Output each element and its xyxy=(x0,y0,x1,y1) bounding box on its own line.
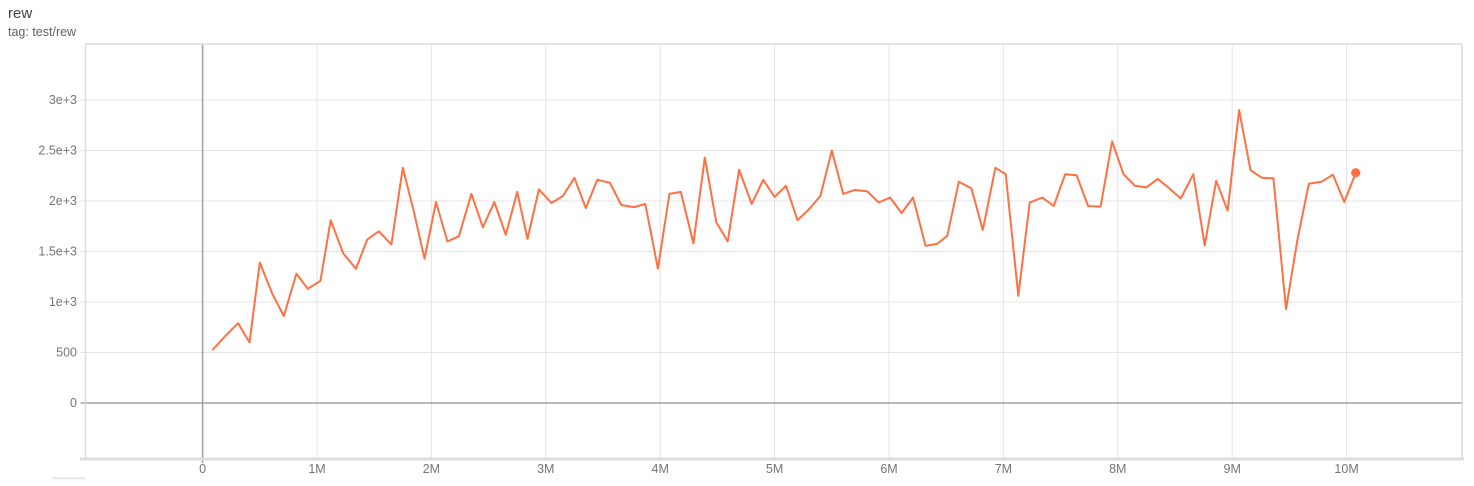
x-tick-label-5M: 5M xyxy=(766,462,783,476)
y-tick-label-1e+3: 1e+3 xyxy=(49,295,77,309)
x-tick-labels: 0 1M 2M 3M 4M 5M 6M 7M 8M 9M 10M xyxy=(199,462,1359,476)
x-tick-label-0: 0 xyxy=(199,462,206,476)
x-tick-label-2M: 2M xyxy=(423,462,440,476)
x-tick-label-9M: 9M xyxy=(1224,462,1241,476)
y-tick-label-0: 0 xyxy=(70,396,77,410)
x-tick-label-3M: 3M xyxy=(537,462,554,476)
x-tick-label-10M: 10M xyxy=(1334,462,1358,476)
chart-tag-subtitle: tag: test/rew xyxy=(8,25,77,39)
frame-bottom-axis-bar xyxy=(80,457,1464,461)
x-tick-label-1M: 1M xyxy=(308,462,325,476)
series-end-dot xyxy=(1351,168,1361,178)
x-tick-label-8M: 8M xyxy=(1109,462,1126,476)
y-tick-label-2e+3: 2e+3 xyxy=(49,194,77,208)
x-tick-label-4M: 4M xyxy=(652,462,669,476)
y-tick-label-2.5e+3: 2.5e+3 xyxy=(38,144,77,158)
chart-header: rew tag: test/rew xyxy=(8,4,76,40)
x-tick-label-6M: 6M xyxy=(880,462,897,476)
x-tick-label-7M: 7M xyxy=(995,462,1012,476)
chart-title: rew xyxy=(8,5,33,22)
y-tick-label-500: 500 xyxy=(56,346,77,360)
bottom-left-partial-element xyxy=(52,477,85,480)
series-line xyxy=(211,109,1357,351)
horizontal-gridlines xyxy=(80,99,1462,404)
y-tick-label-1.5e+3: 1.5e+3 xyxy=(38,245,77,259)
y-tick-labels: 0 500 1e+3 1.5e+3 2e+3 2.5e+3 3e+3 xyxy=(38,93,77,410)
y-tick-label-3e+3: 3e+3 xyxy=(49,93,77,107)
